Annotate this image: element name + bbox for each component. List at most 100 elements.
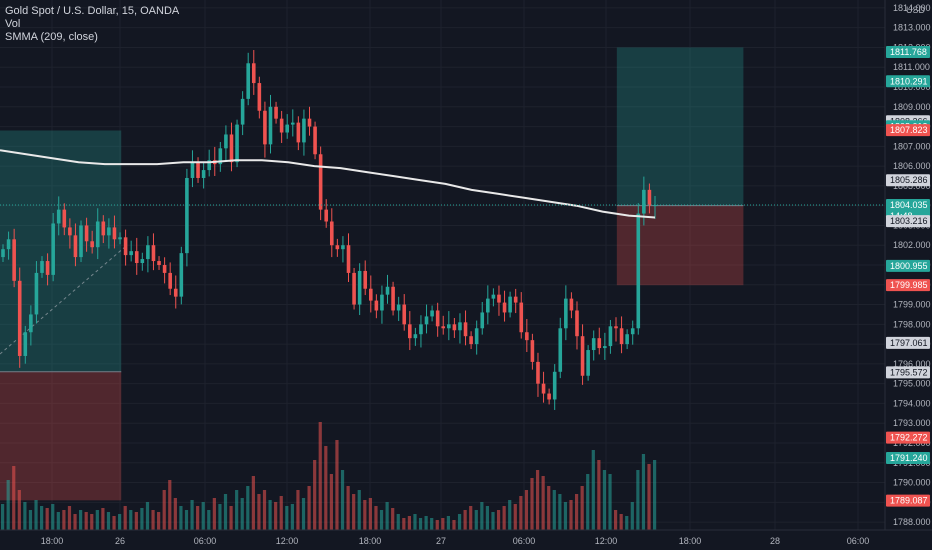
volume-bar: [491, 512, 495, 530]
price-tag-bg: [886, 215, 930, 228]
candle-body: [40, 261, 44, 273]
x-tick-label: 06:00: [847, 536, 870, 546]
volume-bar: [552, 490, 556, 530]
candle-body: [525, 332, 529, 341]
volume-bar: [602, 470, 607, 530]
volume-bar: [79, 510, 83, 530]
volume-bar: [574, 494, 579, 530]
candle-body: [123, 237, 128, 256]
y-tick-label: 1794.000: [893, 398, 931, 408]
candle-body: [157, 261, 161, 265]
price-tags: 1811.7681810.2911808.2661808.0131807.823…: [886, 46, 930, 507]
volume-bar: [207, 510, 211, 530]
volume-bar: [435, 520, 439, 530]
candle-body: [430, 310, 434, 317]
loss-zone[interactable]: [0, 371, 122, 501]
volume-bar: [530, 478, 534, 530]
volume-bar: [251, 476, 255, 530]
candle-body: [396, 304, 401, 311]
volume-bar: [201, 502, 205, 530]
candle-body: [580, 336, 585, 376]
x-tick-label: 28: [770, 536, 780, 546]
candle-body: [17, 280, 22, 356]
volume-bar: [106, 512, 111, 530]
candle-body: [207, 160, 211, 171]
volume-bar: [463, 510, 467, 530]
candle-body: [185, 177, 189, 254]
candle-body: [173, 288, 178, 297]
volume-bar: [112, 516, 116, 530]
candle-body: [597, 338, 602, 349]
candle-body: [302, 118, 306, 143]
volume-bar: [340, 470, 345, 530]
price-tag-bg: [886, 124, 930, 137]
volume-bar: [134, 512, 138, 530]
volume-bar: [519, 496, 523, 530]
candle-body: [341, 245, 345, 250]
x-tick-label: 12:00: [595, 536, 618, 546]
price-tag-label: 1807.823: [890, 125, 928, 135]
time-axis-bg: [0, 530, 932, 550]
candle-body: [118, 237, 122, 240]
y-tick-label: 1793.000: [893, 418, 931, 428]
volume-bar: [608, 474, 612, 530]
volume-bar: [67, 506, 72, 530]
candle-body: [630, 328, 635, 335]
volume-bar: [140, 508, 144, 530]
candle-body: [357, 270, 362, 305]
time-axis[interactable]: 18:00 26 06:00 12:00 18:00 27 06:00 12:00 18:00 2…: [0, 529, 932, 550]
volume-bar: [569, 500, 573, 530]
y-tick-label: 1806.000: [893, 161, 931, 171]
volume-bar: [541, 476, 545, 530]
candle-body: [642, 189, 646, 214]
candle-body: [62, 209, 67, 228]
candle-body: [402, 304, 407, 325]
volume-bar: [586, 474, 590, 530]
volume-bar: [190, 500, 194, 530]
candle-body: [290, 122, 295, 125]
volume-bar: [28, 510, 33, 530]
volume-bar: [235, 490, 239, 530]
volume-bar: [1, 504, 5, 530]
volume-bar: [274, 502, 278, 530]
volume-bar: [101, 508, 105, 530]
volume-bar: [6, 480, 10, 530]
candle-body: [619, 328, 624, 345]
price-tag-label: 1800.955: [890, 261, 928, 271]
candle-body: [569, 298, 574, 311]
legend-indicator: SMMA (209, close): [5, 31, 98, 43]
x-tick-label: 06:00: [513, 536, 536, 546]
price-tag-label: 1792.272: [890, 433, 928, 443]
volume-bar: [129, 510, 133, 530]
candle-body: [324, 209, 329, 222]
loss-zone[interactable]: [616, 205, 744, 286]
y-tick-label: 1790.000: [893, 478, 931, 488]
volume-bar: [563, 502, 568, 530]
price-tag-label: 1789.087: [890, 496, 928, 506]
volume-bar: [285, 506, 289, 530]
candle-body: [335, 245, 340, 250]
volume-bar: [290, 504, 294, 530]
volume-bar: [123, 506, 127, 530]
candle-body: [530, 340, 535, 362]
price-tag-label: 1811.768: [890, 47, 927, 57]
volume-bar: [51, 504, 55, 530]
volume-bar: [151, 510, 155, 530]
volume-bar: [385, 502, 389, 530]
y-tick-label: 1813.000: [893, 23, 931, 33]
volume-bar: [591, 450, 595, 530]
volume-bar: [402, 518, 406, 530]
volume-bar: [56, 512, 60, 530]
profit-zone[interactable]: [616, 47, 744, 206]
candle-body: [363, 270, 368, 289]
volume-bar: [179, 506, 183, 530]
volume-bar: [597, 460, 601, 530]
candle-body: [101, 221, 106, 236]
volume-bar: [73, 514, 77, 530]
volume-bar: [240, 498, 244, 530]
volume-bar: [335, 440, 339, 530]
candle-body: [45, 261, 50, 275]
candle-body: [491, 294, 496, 299]
volume-bar: [34, 500, 38, 530]
